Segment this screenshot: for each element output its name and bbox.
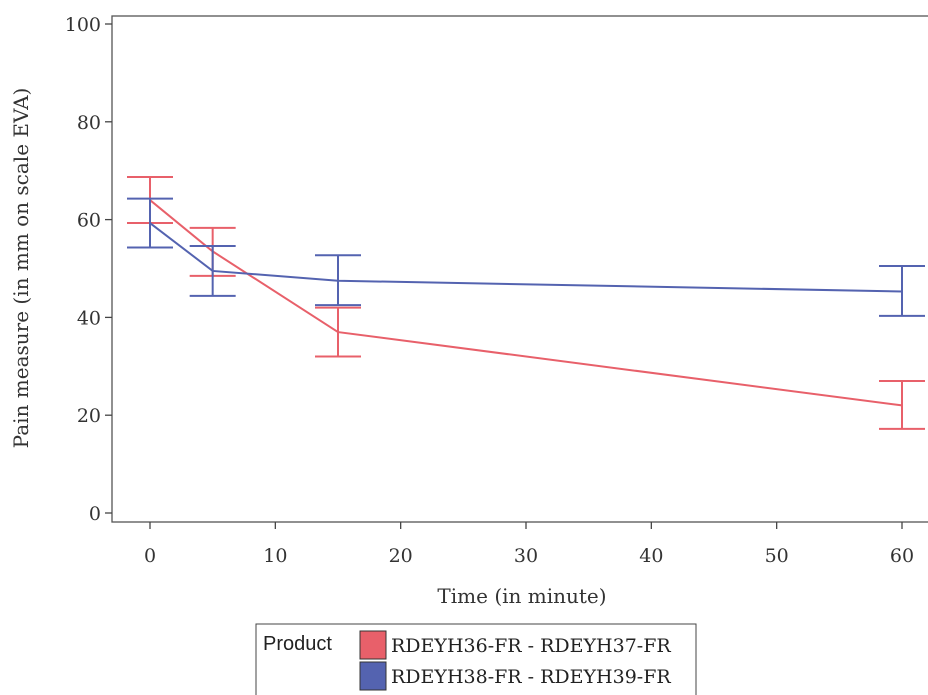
x-axis-title: Time (in minute) [437,584,606,608]
error-bar [315,306,361,358]
legend-item: RDEYH38-FR - RDEYH39-FR [359,661,671,691]
x-tick-label: 30 [514,545,538,567]
y-tick-label: 60 [77,210,101,232]
error-bar [127,197,173,249]
x-tick-label: 60 [890,545,914,567]
plot-area [111,15,928,523]
series-line [149,199,903,407]
y-tick-label: 20 [77,405,101,427]
y-axis: 0 20 40 60 80 100 [65,14,112,525]
legend-box [255,623,697,695]
series-layer [127,176,925,430]
plot-frame [111,15,928,523]
legend-label: RDEYH38-FR - RDEYH39-FR [391,666,671,688]
legend-label: RDEYH36-FR - RDEYH37-FR [391,635,671,657]
error-bar [189,245,236,297]
x-tick-label: 40 [639,545,663,567]
series-2 [127,197,925,317]
x-tick-label: 0 [144,545,156,567]
y-tick-label: 0 [89,503,101,525]
error-bar [315,254,361,307]
legend-swatch [359,630,387,660]
y-tick-label: 80 [77,112,101,134]
error-bar [879,265,925,317]
x-tick-label: 20 [389,545,413,567]
legend: Product RDEYH36-FR - RDEYH37-FR RDEYH38-F… [255,623,697,695]
legend-item: RDEYH36-FR - RDEYH37-FR [359,630,671,660]
x-tick-label: 10 [263,545,287,567]
y-tick-label: 100 [65,14,101,36]
y-axis-title: Pain measure (in mm on scale EVA) [9,88,33,449]
series-line [149,222,903,293]
error-bar [879,379,925,430]
legend-swatch [359,661,387,691]
x-axis: 0 10 20 30 40 50 60 [144,522,914,567]
y-tick-label: 40 [77,307,101,329]
legend-title: Product [263,633,332,655]
x-tick-label: 50 [765,545,789,567]
